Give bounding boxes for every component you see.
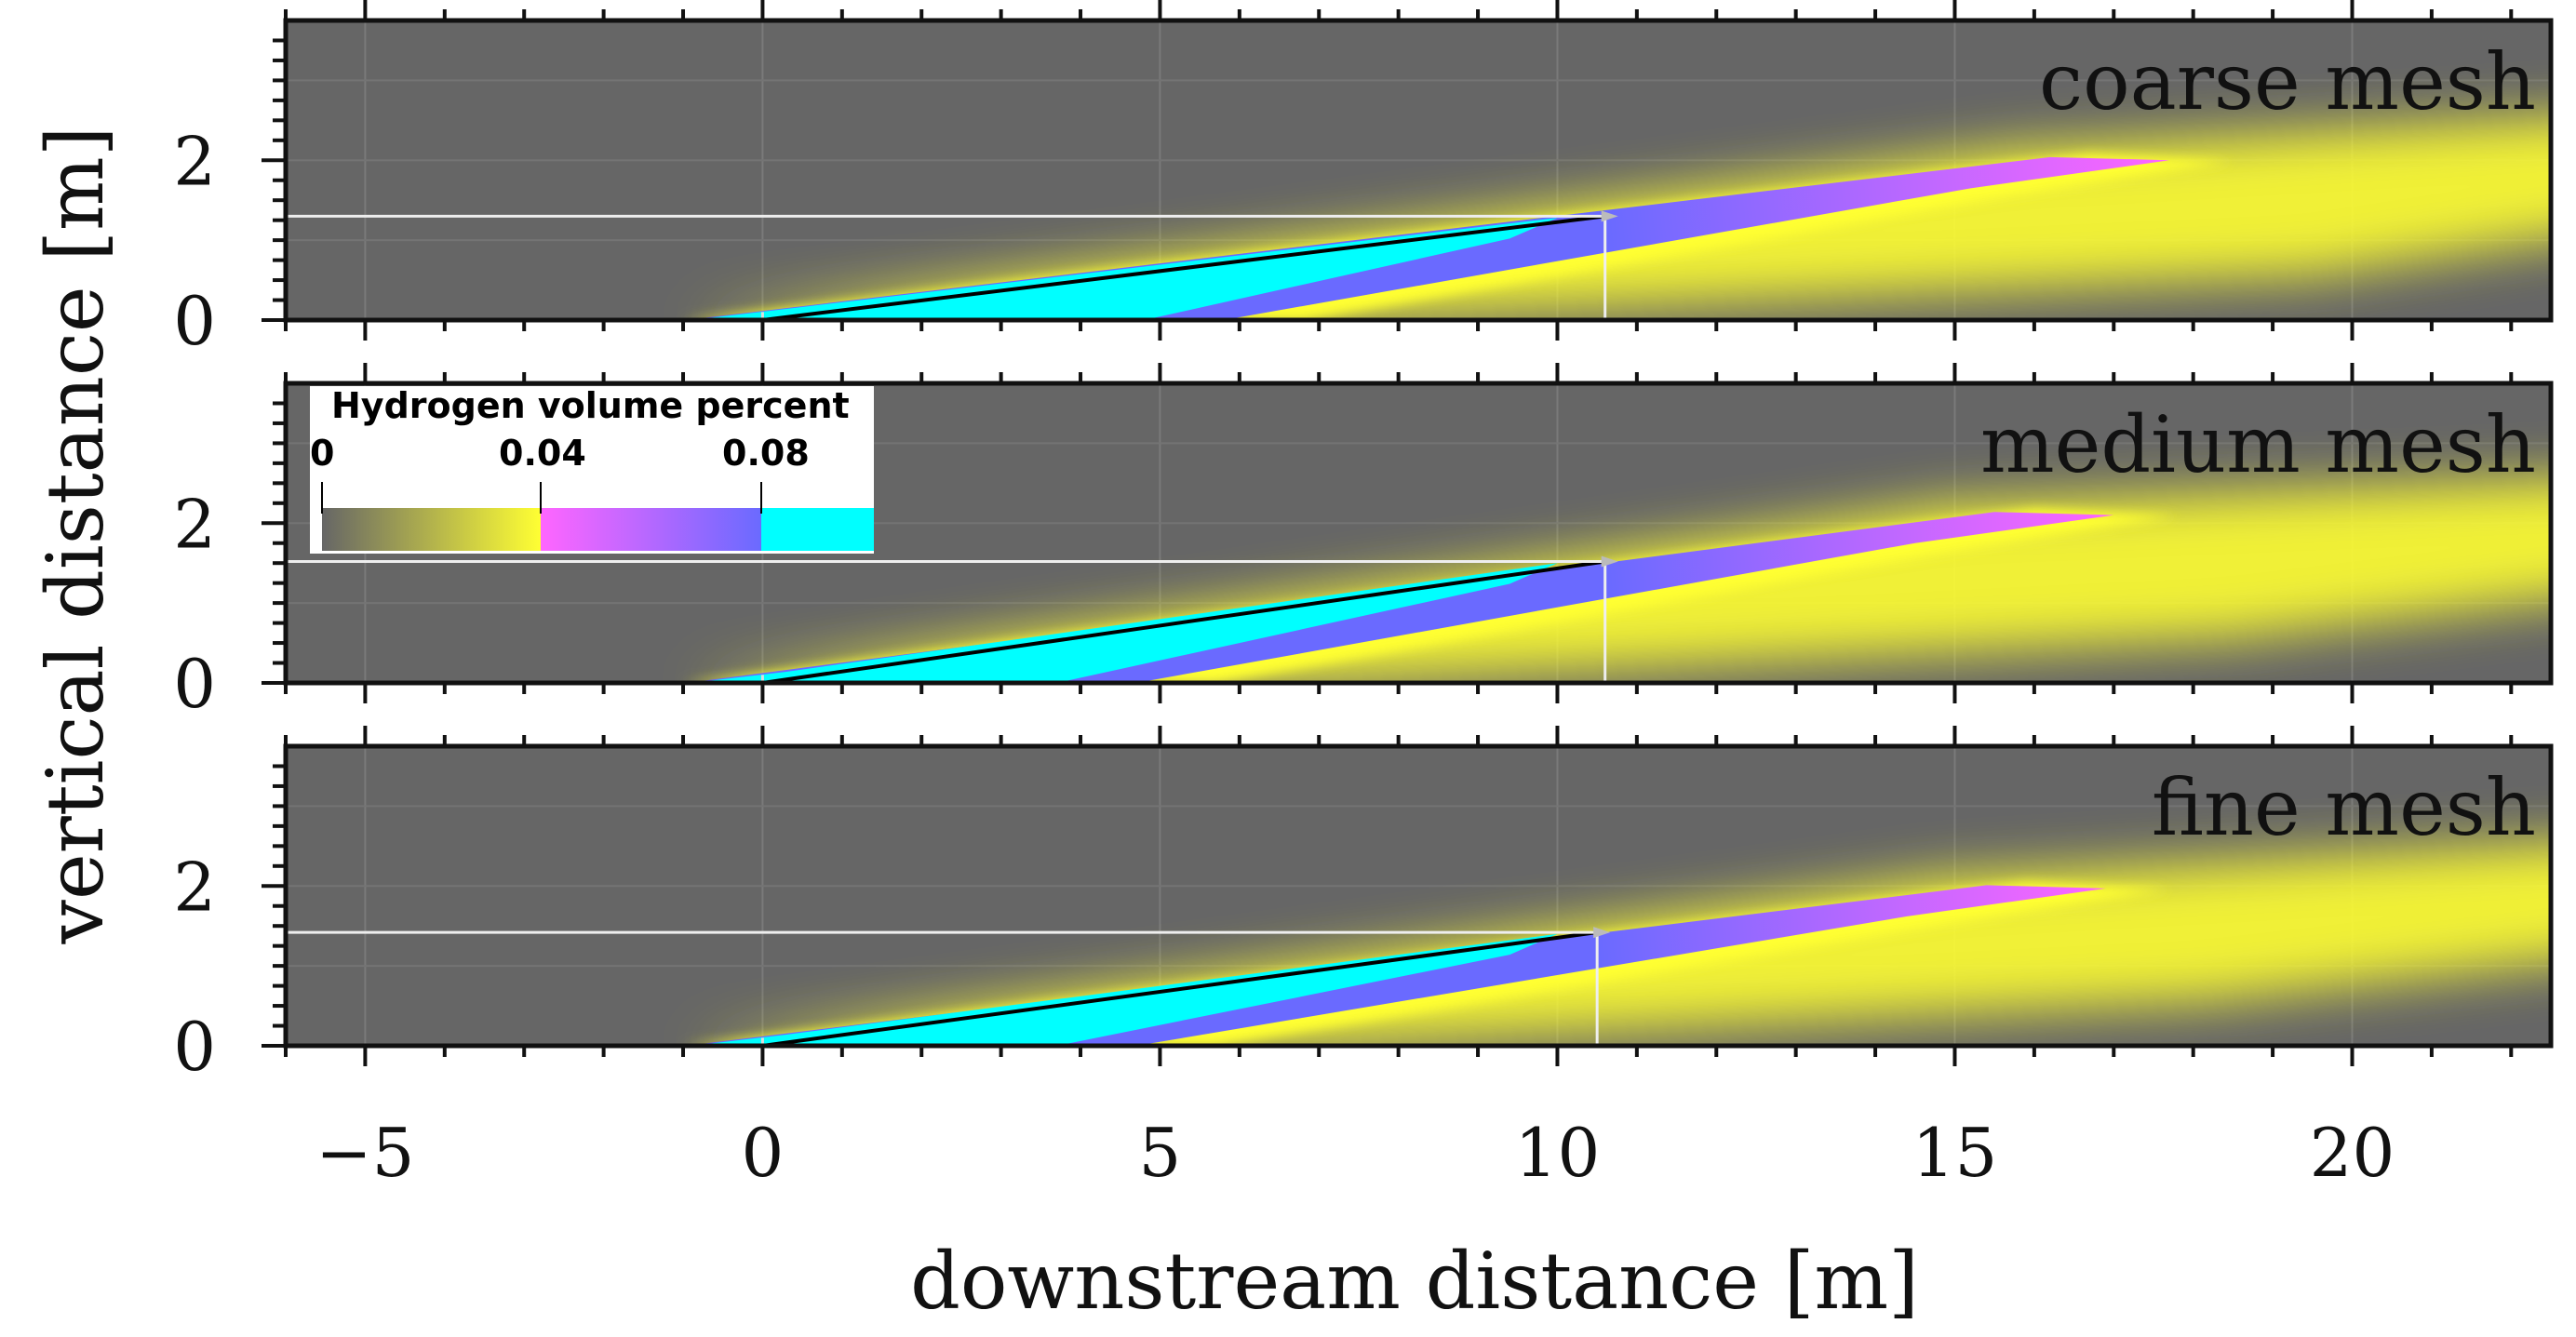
- panel-frame: [283, 18, 2554, 323]
- panel-plot-area: [286, 746, 2551, 1046]
- panel-label-coarse: coarse mesh: [2039, 36, 2536, 127]
- panel-fine: [262, 726, 2554, 1066]
- colorbar-segment-mid: [541, 508, 761, 551]
- x-tick-label: 0: [742, 1114, 785, 1192]
- panel-coarse: [262, 0, 2554, 341]
- jet-axis-line: [762, 214, 1605, 320]
- x-tick-label: 20: [2310, 1114, 2395, 1192]
- jet-tip-marker: [1601, 555, 1618, 568]
- y-tick-label: 0: [173, 282, 216, 360]
- panel-labels: coarse mesh medium mesh fine mesh: [1980, 36, 2536, 853]
- colorbar-segment-low: [322, 508, 541, 551]
- y-tick-labels: 0 2 0 2 0 2: [173, 122, 216, 1086]
- y-tick-label: 0: [173, 1008, 216, 1086]
- panel-label-medium: medium mesh: [1980, 399, 2536, 490]
- colorbar-tick-label: 0.04: [499, 433, 586, 474]
- y-tick-label: 0: [173, 645, 216, 723]
- x-tick-label: −5: [315, 1114, 414, 1192]
- jet-axis-line: [762, 930, 1598, 1046]
- x-axis: −5 0 5 10 15 20 downstream distance [m]: [315, 1114, 2395, 1327]
- plume-core: [691, 218, 1558, 320]
- y-tick-label: 2: [173, 122, 216, 200]
- x-tick-label: 15: [1912, 1114, 1998, 1192]
- colorbar-segment-high: [761, 508, 874, 551]
- x-tick-label: 10: [1515, 1114, 1601, 1192]
- panel-label-fine: fine mesh: [2152, 762, 2536, 853]
- panel-frame: [283, 381, 2554, 686]
- panels: [262, 0, 2554, 1066]
- y-tick-label: 2: [173, 848, 216, 926]
- y-tick-label: 2: [173, 485, 216, 563]
- jet-axis-line: [762, 559, 1605, 683]
- plume-core: [691, 563, 1558, 683]
- colorbar-tick-label: 0.08: [722, 433, 810, 474]
- plume-core: [691, 933, 1558, 1046]
- y-axis-label: vertical distance [m]: [30, 127, 121, 945]
- x-axis-label: downstream distance [m]: [910, 1236, 1919, 1327]
- panel-frame: [283, 743, 2554, 1049]
- colorbar-title: Hydrogen volume percent: [331, 385, 850, 426]
- jet-tip-marker: [1601, 210, 1618, 222]
- jet-tip-marker: [1593, 927, 1611, 939]
- colorbar-legend: Hydrogen volume percent 0 0.04 0.08: [310, 385, 874, 554]
- x-tick-label: 5: [1139, 1114, 1182, 1192]
- panel-plot-area: [286, 20, 2551, 320]
- colorbar-tick-label: 0: [310, 433, 334, 474]
